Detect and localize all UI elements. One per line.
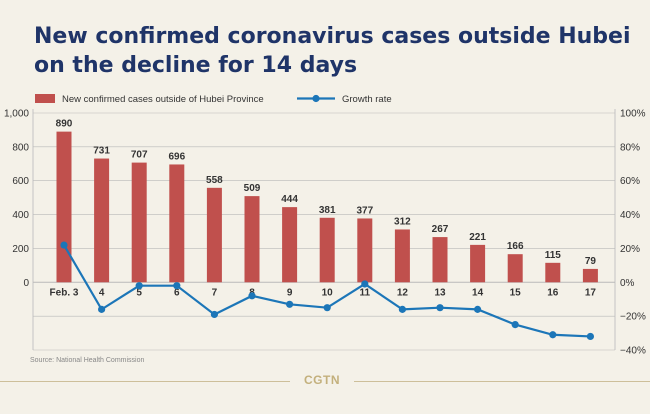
bar [507, 254, 523, 283]
footer-divider-left [0, 381, 290, 382]
legend: New confirmed cases outside of Hubei Pro… [35, 94, 392, 105]
bar-value-label: 79 [585, 256, 597, 267]
bar-value-label: 890 [56, 119, 73, 130]
line-series [60, 241, 595, 341]
growth-rate-point [210, 310, 218, 319]
growth-rate-point [361, 280, 369, 288]
bar-value-label: 312 [394, 216, 411, 227]
y-right-tick-label: −40% [620, 346, 646, 357]
y-axis-left: 1,000 800 600 400 200 0 [4, 109, 29, 289]
cgtn-logo: CGTN [304, 373, 340, 387]
growth-rate-point [586, 332, 595, 341]
y-right-tick-label: −20% [620, 312, 646, 323]
legend-label-line: Growth rate [342, 94, 392, 105]
bar-value-label: 381 [319, 205, 336, 216]
x-tick-label: 11 [360, 287, 371, 298]
bar [282, 207, 298, 283]
bar-value-label: 707 [131, 150, 148, 161]
growth-rate-point [60, 241, 68, 249]
growth-rate-point [173, 282, 181, 290]
growth-rate-point [511, 321, 519, 329]
bar [545, 262, 561, 283]
footer-divider-right [354, 381, 650, 382]
bar [319, 217, 335, 283]
title-line-2: on the decline for 14 days [34, 53, 358, 78]
x-tick-label: 13 [434, 287, 446, 298]
bar-value-label: 696 [168, 151, 185, 162]
x-tick-label: 10 [322, 287, 334, 298]
bar [582, 268, 598, 283]
y-right-tick-label: 60% [620, 176, 640, 187]
y-left-tick-label: 0 [23, 278, 29, 289]
source-note: Source: National Health Commission [30, 357, 145, 364]
bar-value-label: 267 [432, 224, 449, 235]
y-left-tick-label: 600 [12, 176, 29, 187]
bar [432, 237, 448, 283]
x-tick-label: 6 [174, 287, 180, 298]
gridlines [33, 112, 615, 351]
y-right-tick-label: 100% [620, 109, 646, 120]
bar [206, 187, 222, 283]
growth-rate-point [286, 300, 294, 308]
growth-rate-point [398, 305, 406, 313]
x-tick-label: 9 [287, 287, 293, 298]
growth-rate-point [436, 304, 444, 312]
y-right-tick-label: 20% [620, 244, 640, 255]
bar-value-label: 166 [507, 241, 524, 252]
growth-rate-point [135, 282, 143, 290]
bar [169, 164, 185, 283]
x-tick-label: 5 [136, 287, 142, 298]
legend-label-bar: New confirmed cases outside of Hubei Pro… [62, 94, 264, 105]
x-axis: Feb. 34567891011121314151617 [50, 287, 597, 298]
y-left-tick-label: 800 [12, 142, 29, 153]
growth-rate-point [248, 292, 256, 300]
bar-value-label: 558 [206, 175, 223, 186]
bar-value-label: 221 [469, 232, 486, 243]
y-left-tick-label: 400 [12, 210, 29, 221]
x-tick-label: 17 [585, 287, 597, 298]
x-tick-label: 7 [212, 287, 218, 298]
bar-value-label: 444 [281, 194, 298, 205]
y-axis-right: 100% 80% 60% 40% 20% 0% −20% −40% [620, 109, 646, 357]
growth-rate-point [323, 304, 331, 312]
x-tick-label: 4 [99, 287, 105, 298]
bar-value-label: 377 [356, 205, 373, 216]
y-right-tick-label: 0% [620, 278, 635, 289]
bar-series: 890 731 707 696 558 509 444 381 377 312 267 221 166 1… [56, 119, 598, 283]
x-tick-label: 16 [547, 287, 559, 298]
bar [357, 218, 373, 283]
x-tick-label: 12 [397, 287, 409, 298]
bar [244, 196, 260, 283]
x-tick-label: 14 [472, 287, 484, 298]
x-tick-label: Feb. 3 [50, 287, 79, 298]
growth-rate-point [98, 305, 106, 313]
y-left-tick-label: 200 [12, 244, 29, 255]
bar-value-label: 509 [244, 183, 261, 194]
legend-swatch-point [312, 94, 320, 103]
y-left-tick-label: 1,000 [4, 109, 29, 120]
growth-rate-point [549, 331, 557, 339]
growth-rate-point [474, 305, 482, 313]
y-right-tick-label: 40% [620, 210, 640, 221]
bar-value-label: 731 [93, 146, 110, 157]
bar [394, 229, 410, 283]
title-line-1: New confirmed coronavirus cases outside … [34, 24, 631, 49]
bar [131, 162, 147, 283]
bar [56, 131, 72, 283]
chart-title: New confirmed coronavirus cases outside … [34, 22, 634, 80]
legend-swatch-bar [35, 94, 55, 103]
y-right-tick-label: 80% [620, 142, 640, 153]
bar [470, 244, 486, 283]
bar-value-label: 115 [545, 250, 562, 261]
x-tick-label: 15 [510, 287, 522, 298]
bar [94, 158, 110, 283]
